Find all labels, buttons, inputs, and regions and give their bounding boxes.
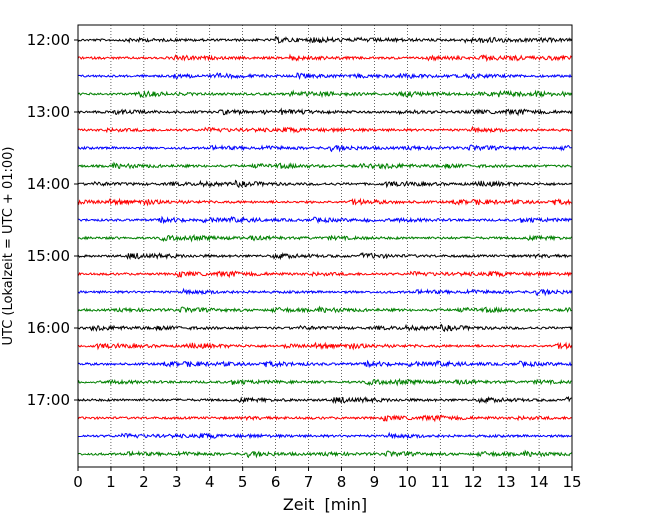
x-tick-label: 0	[73, 473, 83, 491]
x-tick-label: 9	[370, 473, 380, 491]
x-tick-label: 3	[172, 473, 182, 491]
y-tick-label: 12:00	[27, 31, 70, 49]
y-tick-label: 14:00	[27, 175, 70, 193]
trace-1645	[77, 377, 572, 387]
trace-1700	[77, 395, 572, 405]
trace-1400	[77, 179, 572, 189]
trace-1745	[77, 449, 572, 459]
x-tick-label: 13	[497, 473, 516, 491]
x-tick-label: 1	[106, 473, 116, 491]
plot-area	[78, 25, 572, 467]
trace-1430	[77, 215, 572, 225]
trace-1300	[77, 107, 573, 117]
x-axis: 0 1 2 3 4 5 6 7 8 9 10 11 12 13 14 15	[73, 467, 582, 491]
x-axis-label: Zeit [min]	[283, 495, 367, 514]
trace-1545	[77, 305, 572, 314]
trace-1445	[77, 233, 572, 243]
x-tick-label: 5	[238, 473, 248, 491]
trace-1730	[77, 431, 572, 440]
trace-1515	[77, 270, 572, 279]
trace-1500	[77, 251, 572, 261]
x-tick-label: 15	[562, 473, 581, 491]
x-tick-label: 2	[139, 473, 149, 491]
trace-1630	[77, 359, 573, 369]
y-tick-label: 15:00	[27, 247, 70, 265]
trace-1600	[77, 323, 573, 333]
trace-1200	[77, 35, 573, 44]
x-tick-label: 4	[205, 473, 215, 491]
trace-1415	[77, 197, 572, 207]
x-tick-label: 6	[271, 473, 281, 491]
trace-1615	[77, 341, 573, 351]
y-tick-label: 17:00	[27, 391, 70, 409]
trace-1530	[77, 287, 573, 297]
trace-1230	[77, 72, 572, 81]
trace-group	[77, 35, 573, 459]
trace-1315	[77, 125, 572, 134]
y-axis-label: UTC (Lokalzeit = UTC + 01:00)	[1, 147, 16, 346]
trace-1715	[77, 414, 572, 423]
x-tick-label: 14	[530, 473, 549, 491]
plot-frame	[77, 24, 573, 468]
x-tick-label: 7	[304, 473, 314, 491]
x-tick-label: 11	[431, 473, 450, 491]
trace-1215	[77, 53, 572, 63]
y-axis: 12:00 13:00 14:00 15:00 16:00 17:00	[27, 31, 78, 409]
y-tick-label: 16:00	[27, 319, 70, 337]
x-tick-label: 8	[337, 473, 347, 491]
trace-1245	[77, 89, 573, 99]
trace-1345	[77, 161, 572, 171]
trace-1330	[77, 144, 572, 153]
y-tick-label: 13:00	[27, 103, 70, 121]
x-tick-label: 12	[464, 473, 483, 491]
x-tick-label: 10	[398, 473, 417, 491]
